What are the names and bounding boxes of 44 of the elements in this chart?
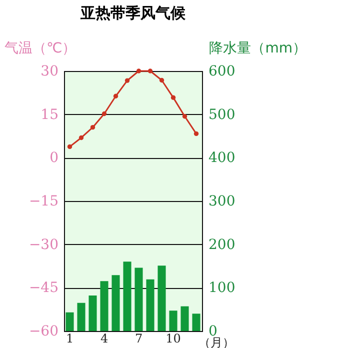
point <box>124 78 130 83</box>
y-tick-label: 30 <box>40 64 58 80</box>
point <box>182 114 188 119</box>
chart-title: 亚热带季风气候 <box>80 4 186 22</box>
bar <box>77 302 86 331</box>
bar <box>192 314 200 331</box>
bar <box>180 306 189 331</box>
y-axis-title: 气温（℃） <box>4 40 76 56</box>
bar <box>66 312 74 331</box>
y-tick-label: 0 <box>50 150 58 166</box>
x-tick-label: 1 <box>66 332 74 346</box>
x-tick-label: 10 <box>166 332 181 346</box>
bar <box>123 262 132 331</box>
y2-tick-label: 500 <box>208 106 236 123</box>
bar <box>146 279 154 331</box>
y2-tick-label: 200 <box>208 236 236 253</box>
point <box>194 131 199 136</box>
x-tick-label: 4 <box>100 332 108 346</box>
x-tick-label: 7 <box>134 332 143 346</box>
y-tick-label: −60 <box>28 324 58 340</box>
bar <box>88 295 97 331</box>
bar <box>112 275 120 331</box>
point <box>90 124 96 130</box>
y-tick-label: −30 <box>28 236 58 253</box>
point <box>78 135 84 140</box>
y2-axis-title: 降水量（mm） <box>209 40 306 56</box>
y2-tick-label: 300 <box>208 194 236 210</box>
point <box>148 68 153 74</box>
point <box>67 144 72 150</box>
y2-tick-label: 100 <box>208 280 236 296</box>
point <box>102 111 107 116</box>
point <box>170 95 176 100</box>
y2-tick-label: 400 <box>208 150 236 166</box>
bar <box>134 268 143 331</box>
point <box>136 68 142 74</box>
bar <box>169 310 178 331</box>
point <box>113 94 118 98</box>
y-tick-label: −15 <box>28 194 58 210</box>
y-tick-label: 15 <box>40 106 58 123</box>
y-tick-label: −45 <box>28 280 58 296</box>
bar <box>100 281 108 331</box>
bar <box>158 266 166 331</box>
point <box>159 78 164 83</box>
y2-tick-label: 600 <box>208 64 236 80</box>
